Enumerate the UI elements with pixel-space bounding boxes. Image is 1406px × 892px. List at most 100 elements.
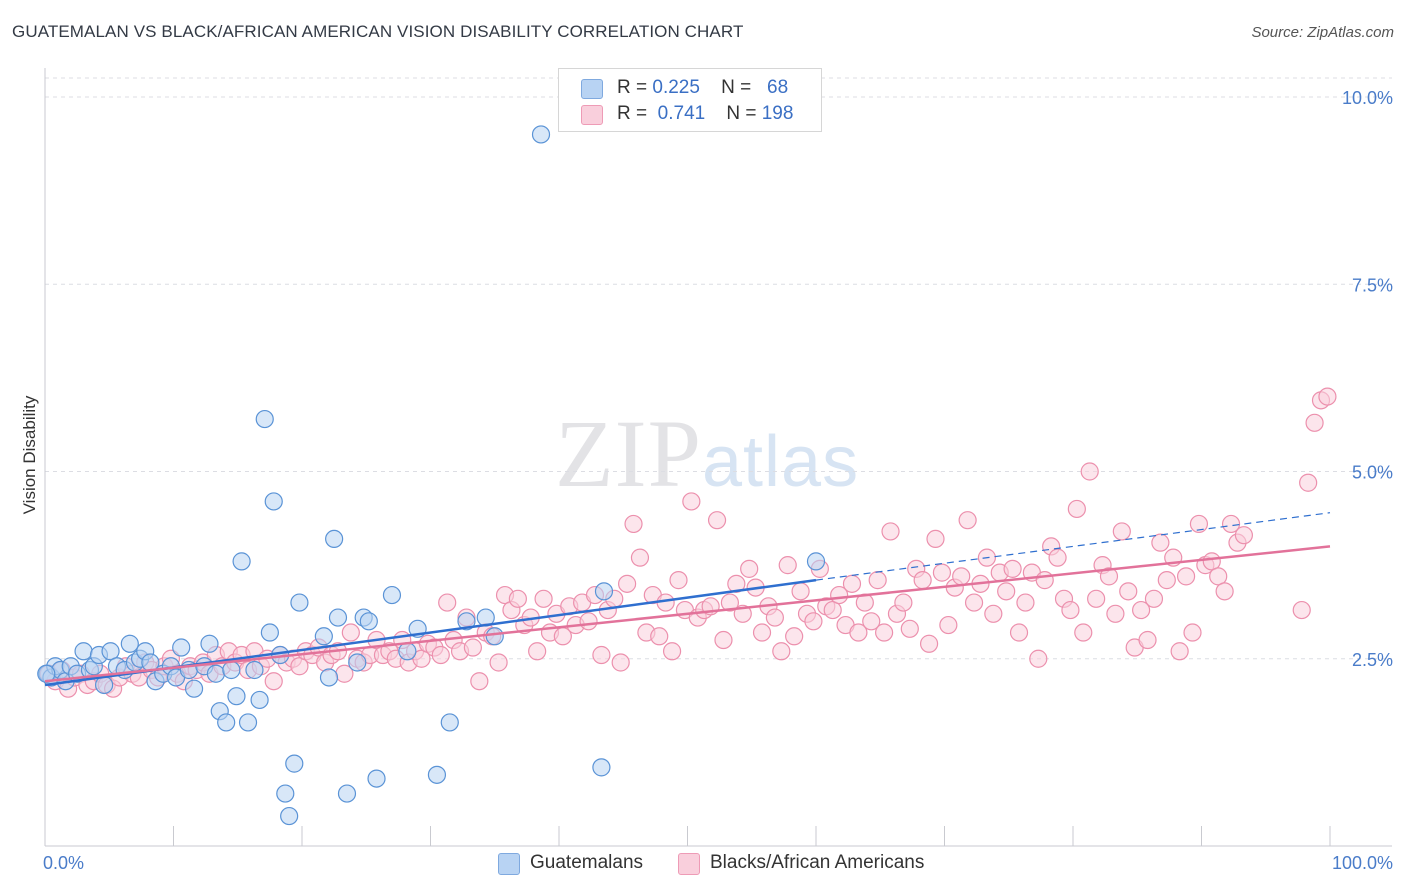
tick-labels: 2.5% 5.0% 7.5% 10.0% 0.0% 100.0% Vision Disabi… (20, 88, 1393, 873)
data-point (367, 769, 386, 788)
legend-swatch-blue (581, 79, 603, 99)
data-point (881, 522, 900, 541)
data-point (669, 571, 688, 590)
data-point (337, 784, 357, 803)
data-point (74, 642, 93, 661)
data-point (260, 623, 279, 642)
data-point (238, 713, 258, 732)
x-tick-label: 100.0% (1332, 853, 1393, 873)
series-blacks-african-americans (39, 387, 1337, 698)
data-point (319, 668, 339, 687)
legend-stats-blacks: R = 0.741 N = 198 (617, 103, 793, 125)
data-point (280, 806, 299, 826)
data-point (264, 672, 283, 691)
data-point (875, 623, 894, 642)
data-point (1170, 642, 1189, 661)
data-point (1067, 499, 1086, 519)
source-label: Source: ZipAtlas.com (1251, 24, 1394, 41)
x-tick-label: 0.0% (43, 853, 84, 873)
data-point (101, 642, 120, 661)
data-point (1099, 567, 1119, 586)
data-point (1299, 473, 1318, 492)
data-point (772, 642, 791, 661)
data-point (611, 653, 630, 672)
data-point (727, 574, 746, 593)
data-point (1209, 567, 1228, 586)
data-point (200, 634, 219, 653)
series-guatemalans (37, 125, 826, 826)
data-point (913, 571, 932, 590)
legend-swatch-pink (678, 853, 700, 875)
data-point (592, 758, 611, 777)
data-point (804, 612, 823, 631)
data-point (1183, 623, 1202, 642)
data-point (1157, 571, 1176, 590)
data-point (457, 612, 476, 631)
data-point (919, 634, 939, 653)
data-point (752, 623, 772, 642)
data-point (314, 627, 333, 646)
data-point (740, 559, 759, 578)
data-point (222, 660, 241, 680)
legend-label-guatemalans: Guatemalans (530, 852, 644, 873)
data-point (1061, 600, 1080, 620)
data-point (1215, 582, 1234, 601)
data-point (1144, 589, 1164, 608)
data-point (508, 589, 527, 608)
data-point (206, 664, 226, 683)
data-point (862, 612, 881, 631)
n-label: N = (721, 77, 752, 98)
data-point (489, 653, 508, 672)
data-point (398, 642, 417, 661)
data-point (720, 593, 740, 612)
r-value: 0.741 (657, 103, 706, 124)
data-point (765, 608, 784, 627)
data-point (463, 638, 483, 657)
data-point (438, 593, 457, 612)
data-point (894, 593, 913, 612)
legend-label-blacks: Blacks/African Americans (710, 852, 925, 873)
data-point (276, 784, 295, 803)
correlation-legend: R = 0.225 N = 68 R = 0.741 N = 198 (558, 68, 822, 132)
data-point (806, 552, 826, 571)
legend-swatch-pink (581, 105, 603, 125)
data-point (1318, 387, 1337, 406)
data-point (1221, 514, 1241, 534)
data-point (285, 754, 304, 773)
data-point (778, 556, 797, 575)
data-point (926, 529, 945, 549)
data-point (485, 627, 504, 646)
y-tick-label: 2.5% (1352, 650, 1393, 670)
data-point (1151, 533, 1170, 552)
data-point (682, 492, 701, 511)
data-point (952, 567, 971, 586)
r-value: 0.225 (652, 77, 700, 98)
data-point (964, 593, 984, 612)
y-tick-label: 7.5% (1352, 275, 1393, 295)
data-point (1292, 600, 1311, 620)
data-point (1029, 649, 1048, 668)
data-point (470, 672, 489, 691)
data-point (1074, 623, 1093, 642)
trend-extension-guatemalans (815, 512, 1331, 581)
n-value: 68 (767, 77, 789, 98)
data-point (1132, 600, 1151, 620)
data-point (184, 679, 204, 698)
data-point (348, 653, 367, 672)
trend-line-blacks (44, 545, 1331, 683)
data-point (534, 589, 553, 608)
data-point (412, 649, 431, 668)
data-point (341, 623, 360, 642)
y-tick-label: 10.0% (1342, 88, 1393, 108)
data-point (245, 660, 264, 680)
watermark-zip: ZIP (555, 400, 702, 507)
data-point (630, 548, 650, 567)
data-point (1305, 413, 1324, 432)
y-axis-label: Vision Disability (20, 395, 39, 514)
data-point (255, 409, 274, 429)
data-point (382, 585, 402, 605)
data-point (1080, 462, 1099, 481)
data-point (618, 574, 637, 593)
data-point (662, 642, 682, 661)
